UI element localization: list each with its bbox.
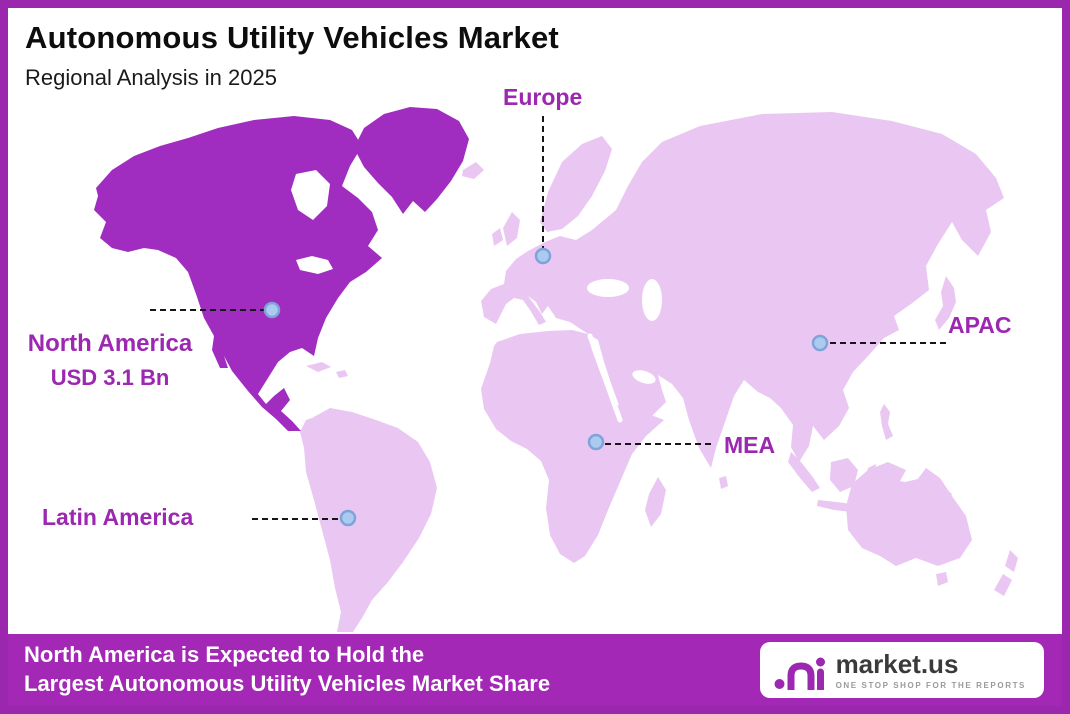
java-shape	[817, 500, 862, 513]
philippines-shape	[880, 404, 893, 440]
new-zealand-north-shape	[1005, 550, 1018, 572]
world-map	[94, 107, 1018, 632]
sri-lanka-shape	[719, 476, 728, 489]
brand-tagline: ONE STOP SHOP FOR THE REPORTS	[835, 680, 1026, 690]
marker-apac	[811, 334, 829, 352]
region-label-mea: MEA	[724, 432, 776, 458]
new-guinea-shape	[904, 478, 952, 504]
region-label-europe: Europe	[503, 84, 583, 110]
sumatra-shape	[788, 452, 820, 492]
great-lakes	[296, 256, 333, 274]
south-america-shape	[300, 408, 437, 632]
region-label-apac: APAC	[948, 312, 1012, 338]
africa-shape	[481, 330, 664, 563]
banner-line-1: North America is Expected to Hold the	[24, 642, 425, 668]
page-subtitle: Regional Analysis in 2025	[25, 65, 277, 90]
marketus-logo-icon	[774, 657, 825, 690]
eurasia-shape	[481, 112, 1004, 468]
australia-shape	[846, 462, 972, 566]
cuba-shape	[306, 362, 331, 372]
caspian-sea	[642, 279, 662, 321]
region-label-north-america: North America USD 3.1 Bn	[10, 330, 210, 391]
page-title: Autonomous Utility Vehicles Market	[25, 20, 559, 55]
red-sea	[587, 333, 623, 423]
new-zealand-south-shape	[994, 574, 1012, 596]
header: Autonomous Utility Vehicles Market Regio…	[25, 20, 559, 91]
ireland-shape	[492, 228, 503, 246]
brand-name: market.us	[835, 648, 959, 679]
banner-line-2: Largest Autonomous Utility Vehicles Mark…	[24, 671, 551, 696]
greenland-shape	[354, 107, 469, 214]
japan-shape	[935, 276, 956, 330]
iceland-shape	[462, 162, 484, 179]
scandinavia-shape	[540, 136, 612, 232]
north-america-name: North America	[27, 330, 193, 357]
marker-north-america	[263, 301, 281, 319]
tasmania-shape	[936, 572, 948, 586]
persian-gulf	[632, 370, 656, 384]
uk-shape	[503, 212, 520, 246]
madagascar-shape	[645, 477, 666, 527]
footer-banner: North America is Expected to Hold the La…	[8, 634, 1062, 706]
sulawesi-shape	[866, 464, 880, 492]
brand-text-block: market.us ONE STOP SHOP FOR THE REPORTS	[836, 651, 1026, 690]
black-sea	[587, 279, 629, 297]
marker-latin-america	[339, 509, 357, 527]
marketus-logo: market.us ONE STOP SHOP FOR THE REPORTS	[759, 642, 1044, 698]
north-america-value: USD 3.1 Bn	[50, 365, 170, 390]
marker-europe	[534, 247, 552, 265]
banner-text: North America is Expected to Hold the La…	[24, 641, 550, 698]
borneo-shape	[830, 458, 858, 492]
region-label-latin-america: Latin America	[42, 504, 194, 530]
marker-mea	[587, 433, 605, 451]
hispaniola-shape	[336, 370, 348, 378]
hudson-bay	[291, 170, 330, 220]
